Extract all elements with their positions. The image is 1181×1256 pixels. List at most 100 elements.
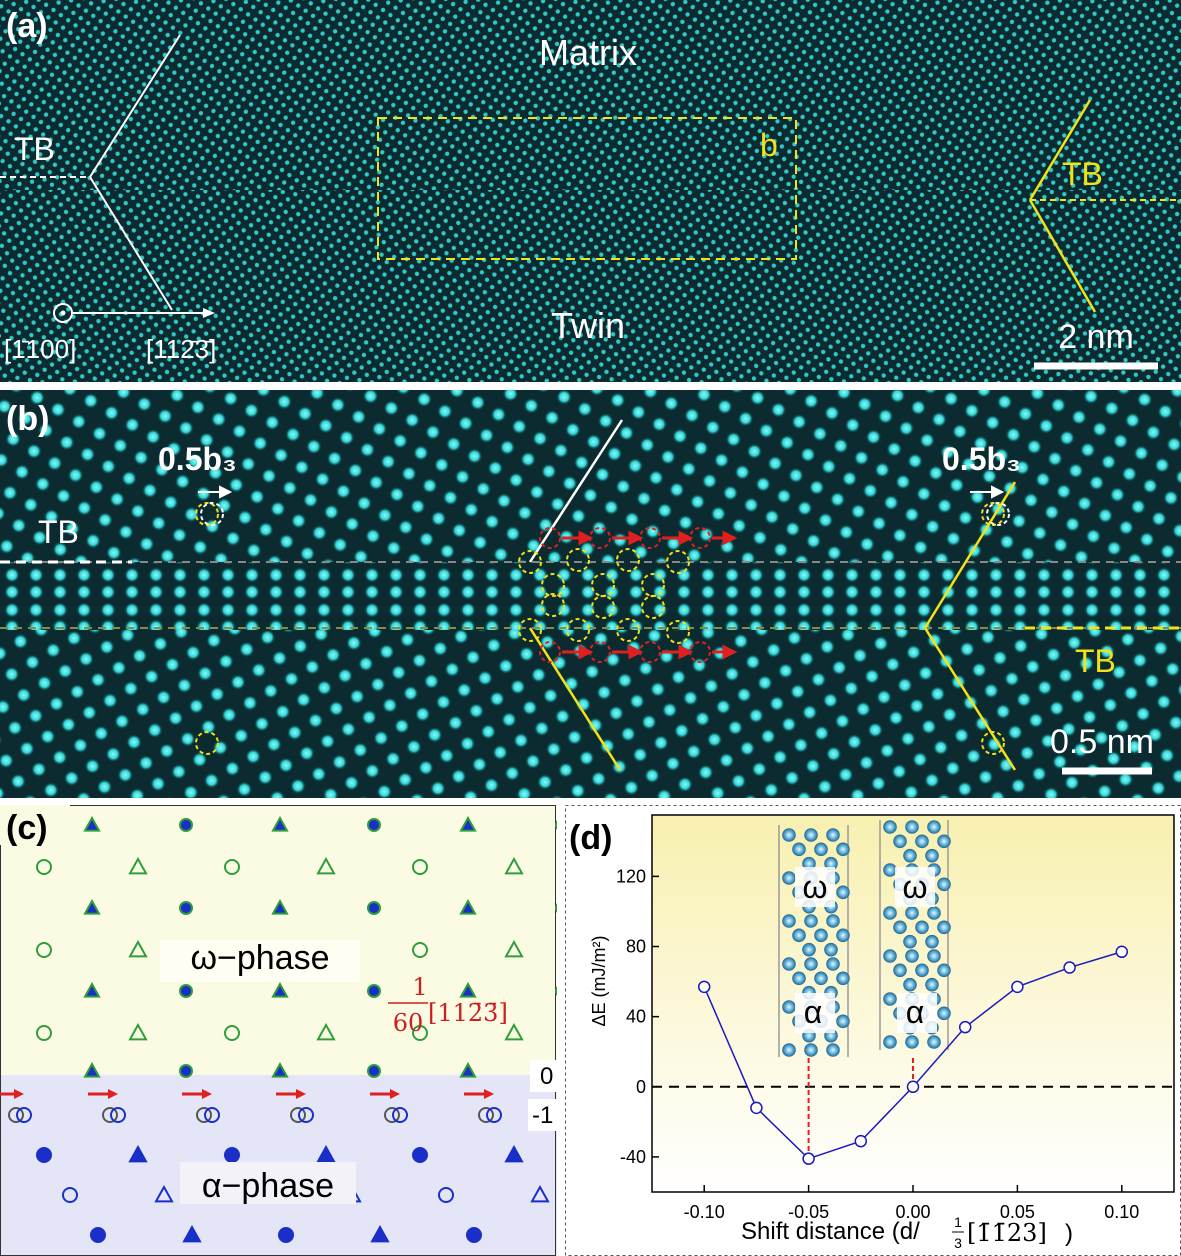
inset-atom	[802, 942, 816, 957]
fraction-denominator: 60	[393, 1009, 424, 1037]
twin-trace-line-right	[923, 627, 1017, 771]
inset-atom	[814, 842, 828, 857]
inset-atom	[903, 934, 917, 949]
inset-atom	[836, 885, 850, 900]
inset-atom	[937, 834, 951, 849]
red-shift-arrows	[562, 530, 738, 660]
data-point	[697, 980, 711, 994]
inset-atom	[925, 934, 939, 949]
inset-atom	[792, 971, 806, 986]
inset-atom	[782, 828, 796, 842]
triangle-symbol	[316, 856, 336, 875]
matrix-label: Matrix	[539, 32, 637, 73]
circle-symbol	[367, 1064, 381, 1078]
circle-symbol	[412, 1025, 428, 1041]
data-point	[1011, 980, 1024, 994]
inset-atom	[937, 877, 951, 892]
y-tick-label: -40	[620, 1147, 646, 1167]
yellow-atom-markers	[195, 502, 1005, 755]
shift-arrow-head	[296, 1089, 306, 1099]
inset-atom	[883, 992, 897, 1006]
panel-c-label: (c)	[6, 809, 48, 847]
inset-atom	[782, 957, 796, 971]
inset-atom	[883, 863, 897, 877]
circle-symbol	[90, 1227, 106, 1243]
inset-atom	[826, 957, 840, 971]
inset-structure-1	[778, 825, 850, 1057]
triangle-symbol	[128, 1144, 148, 1163]
inset-atom	[814, 971, 828, 986]
shift-arrow-head	[108, 1089, 118, 1099]
panel-b-label: (b)	[6, 400, 49, 438]
omega-layer-lattice	[0, 562, 1181, 630]
inset-atom	[915, 834, 929, 849]
triangle-symbol	[316, 1144, 336, 1163]
shift-arrow-head	[390, 1089, 400, 1099]
x-tick-label: -0.05	[788, 1202, 829, 1222]
triangle-symbol	[271, 898, 289, 915]
circle-symbol	[179, 901, 193, 915]
inset-atom	[927, 906, 941, 920]
inset-atom	[782, 871, 796, 885]
circle-symbol	[196, 1107, 212, 1123]
omega-phase-label: ω−phase	[190, 939, 329, 977]
inset-atom	[883, 820, 897, 834]
inset-atom	[804, 914, 818, 928]
inset-atom	[883, 1035, 897, 1049]
alpha-phase-label: α−phase	[202, 1167, 334, 1205]
inset-atom	[836, 971, 850, 986]
fraction-numerator: 1	[412, 973, 427, 1001]
twin-trace-line	[528, 627, 622, 771]
circle-symbol	[102, 1107, 118, 1123]
inset-atom	[804, 957, 818, 971]
data-point	[802, 1152, 815, 1165]
panel-a: (a) Matrix Twin TB TB b [1̄100] [112̄3̄]…	[0, 0, 1181, 382]
triangle-symbol	[271, 981, 289, 998]
triangle-symbol	[459, 815, 477, 832]
inset-atom	[836, 928, 850, 943]
inset-atom	[782, 914, 796, 928]
triangle-symbol	[128, 856, 148, 875]
inset-atom	[814, 928, 828, 943]
data-point	[958, 1020, 972, 1034]
circle-symbol	[555, 820, 557, 830]
shift-arrow-head	[14, 1089, 24, 1099]
inset-atom	[883, 906, 897, 920]
circle-symbol	[555, 903, 557, 913]
x-axis-label-close: )	[1065, 1220, 1073, 1247]
x-axis-label-direction: [1̄1̄23]	[967, 1219, 1047, 1247]
inset-omega-1-label: ω	[803, 869, 828, 905]
white-atom-markers	[200, 502, 1010, 526]
triangle-symbol	[83, 1061, 101, 1078]
x-axis-label-main: Shift distance (d/	[741, 1218, 920, 1245]
tb-label-right: TB	[1062, 156, 1103, 192]
circle-symbol	[16, 1107, 32, 1123]
circle-symbol	[179, 984, 193, 998]
triangle-symbol	[154, 1184, 174, 1203]
chart-layer: -40 0 40 80 120 -0.10 -0.05 0.00 0.05 0.10	[616, 814, 1175, 1222]
tick-0-bg	[530, 1060, 557, 1092]
triangle-symbol	[128, 1022, 148, 1041]
direction-right-label: [112̄3̄]	[146, 334, 216, 364]
inset-atom	[905, 906, 919, 920]
inset-atom	[836, 842, 850, 857]
circle-symbol	[278, 1227, 294, 1243]
twin-lattice	[0, 190, 1181, 382]
circle-symbol	[36, 942, 52, 958]
matrix-direction-line-yellow	[1028, 99, 1092, 201]
inset-atom	[782, 1000, 796, 1014]
panel-b: (b) 0.5b₃ 0.5b₃ TB TB 0.5 nm	[0, 390, 1181, 798]
triangle-symbol	[316, 1022, 336, 1041]
circle-symbol	[486, 1107, 502, 1123]
inset-atom	[927, 949, 941, 963]
tb-label-left-b: TB	[38, 514, 79, 550]
circle-symbol	[224, 859, 240, 875]
circle-symbol	[384, 1107, 400, 1123]
circle-symbol	[466, 1227, 482, 1243]
lattice-symbols	[0, 815, 557, 1243]
triangle-symbol	[504, 1022, 524, 1041]
twin-direction-line	[89, 176, 173, 311]
panel-d-chart: ω ω α α -40 0 40 80 120 -0.10 -0.05 0.00 0.05 0.1…	[565, 805, 1181, 1256]
shift-arrow-head	[202, 1089, 212, 1099]
selection-box-b	[377, 117, 797, 260]
